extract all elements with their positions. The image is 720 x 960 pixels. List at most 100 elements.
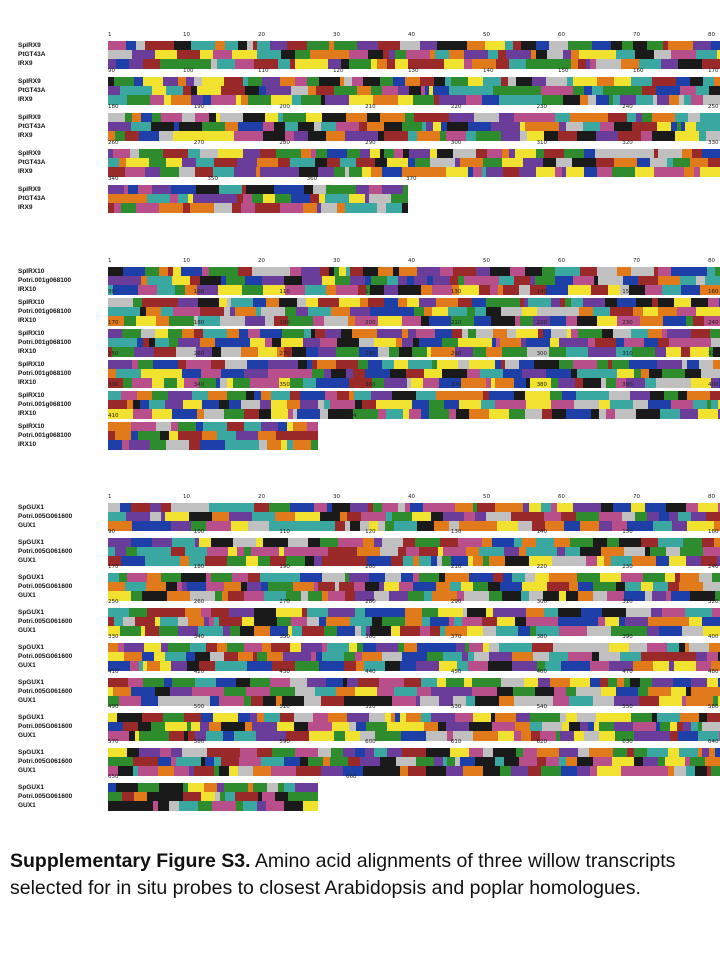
residue-segment [642, 113, 652, 123]
residue-segment [532, 521, 545, 531]
residue-segment [231, 298, 253, 308]
residue-segment [360, 757, 380, 767]
sequence-name: SpIRX10 [18, 268, 45, 275]
residue-segment [656, 378, 667, 388]
residue-segment [461, 582, 473, 592]
residue-segment [152, 378, 164, 388]
residue-strip [108, 652, 720, 662]
residue-segment [571, 329, 578, 339]
residue-segment [614, 122, 632, 132]
residue-segment [353, 409, 378, 419]
residue-segment [451, 77, 468, 87]
residue-segment [229, 400, 241, 410]
residue-segment [675, 652, 696, 662]
residue-segment [108, 391, 121, 401]
sequence-name: SpIRX9 [18, 186, 41, 193]
position-marker: 420 [193, 669, 205, 675]
residue-segment [325, 329, 341, 339]
residue-segment [497, 521, 518, 531]
residue-segment [330, 378, 349, 388]
residue-segment [108, 369, 116, 379]
residue-segment [113, 285, 138, 295]
residue-segment [422, 122, 426, 132]
residue-segment [290, 678, 307, 688]
residue-segment [537, 661, 545, 671]
residue-segment [702, 748, 709, 758]
residue-segment [372, 378, 384, 388]
residue-segment [247, 41, 253, 51]
residue-segment [426, 122, 433, 132]
residue-segment [597, 267, 617, 277]
residue-segment [458, 298, 472, 308]
residue-segment [498, 122, 520, 132]
residue-segment [489, 652, 512, 662]
residue-segment [302, 276, 322, 286]
residue-segment [265, 113, 278, 123]
residue-segment [584, 86, 592, 96]
residue-segment [648, 687, 671, 697]
position-ruler: 260 270 280 290 300 310 320 330 [108, 140, 720, 149]
residue-segment [387, 59, 395, 69]
residue-strip [108, 267, 720, 277]
residue-segment [290, 158, 315, 168]
residue-segment [413, 573, 419, 583]
residue-segment [641, 131, 652, 141]
residue-segment [497, 298, 506, 308]
residue-segment [361, 626, 366, 636]
residue-segment [632, 347, 655, 357]
residue-segment [315, 722, 332, 732]
residue-segment [305, 556, 314, 566]
residue-segment [700, 113, 720, 123]
residue-segment [136, 316, 156, 326]
residue-segment [325, 391, 337, 401]
caption-text: Amino acid alignments of three willow tr… [10, 850, 676, 899]
position-ruler: 170 180 190 200 210 220 230 240 [108, 564, 720, 573]
residue-segment [501, 77, 508, 87]
sequence-name: IRX10 [18, 441, 37, 448]
residue-segment [679, 748, 698, 758]
residue-segment [658, 538, 683, 548]
residue-segment [669, 661, 674, 671]
residue-segment [662, 369, 685, 379]
residue-segment [209, 617, 214, 627]
residue-segment [278, 59, 290, 69]
residue-segment [493, 573, 503, 583]
residue-segment [442, 338, 453, 348]
residue-segment [710, 329, 720, 339]
residue-segment [662, 608, 685, 618]
residue-segment [493, 86, 509, 96]
residue-segment [595, 149, 612, 159]
residue-segment [668, 748, 679, 758]
residue-segment [387, 722, 400, 732]
residue-segment [108, 731, 129, 741]
residue-segment [171, 503, 192, 513]
residue-segment [167, 608, 172, 618]
residue-segment [135, 617, 155, 627]
residue-segment [156, 298, 178, 308]
residue-segment [326, 131, 345, 141]
residue-segment [339, 298, 360, 308]
residue-segment [241, 582, 247, 592]
residue-segment [268, 360, 287, 370]
residue-segment [171, 757, 176, 767]
residue-segment [161, 512, 165, 522]
residue-strip [108, 409, 720, 419]
residue-segment [178, 360, 186, 370]
residue-segment [223, 731, 234, 741]
residue-segment [281, 440, 287, 450]
residue-segment [318, 347, 336, 357]
residue-segment [620, 95, 636, 105]
residue-segment [256, 538, 263, 548]
residue-segment [287, 400, 292, 410]
residue-segment [601, 547, 624, 557]
residue-segment [224, 652, 238, 662]
residue-strip [108, 307, 720, 317]
residue-strip [108, 369, 720, 379]
residue-segment [223, 298, 227, 308]
residue-segment [290, 391, 300, 401]
residue-segment [658, 307, 677, 317]
alignment-block: 1 10 20 30 40 50 60 70 80 SpIRX9 PtGT43A IRX9 [18, 32, 720, 69]
position-marker: 300 [450, 140, 462, 146]
residue-segment [119, 696, 137, 706]
residue-strip [108, 766, 720, 776]
